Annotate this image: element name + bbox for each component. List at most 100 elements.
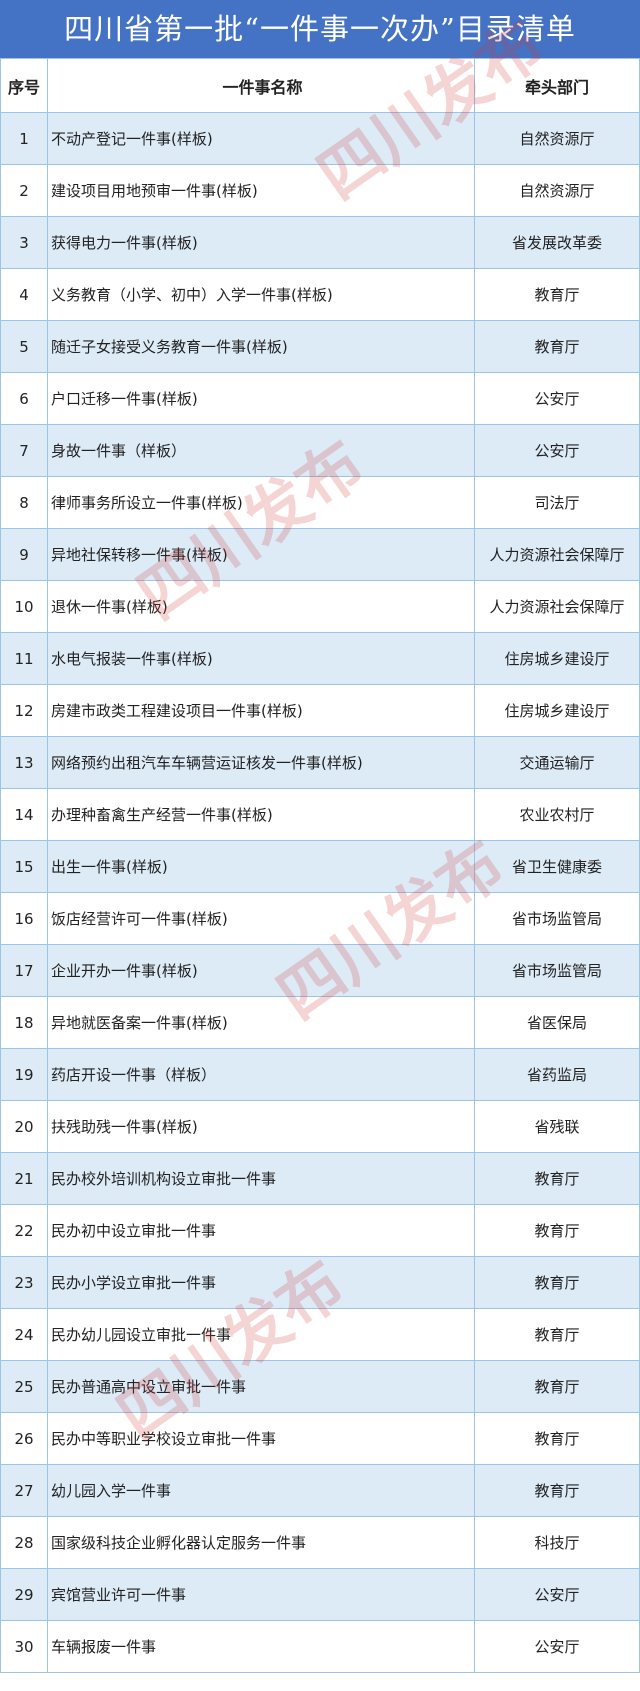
row-name: 获得电力一件事(样板) [47,216,475,269]
row-index: 17 [0,944,48,997]
row-department: 科技厅 [474,1516,640,1569]
table-row: 16 饭店经营许可一件事(样板) 省市场监管局 [0,892,640,945]
row-index: 18 [0,996,48,1049]
table-row: 3 获得电力一件事(样板) 省发展改革委 [0,216,640,269]
row-index: 1 [0,112,48,165]
row-name: 民办普通高中设立审批一件事 [47,1360,475,1413]
row-department: 省卫生健康委 [474,840,640,893]
row-index: 5 [0,320,48,373]
row-index: 30 [0,1620,48,1673]
table-row: 4 义务教育（小学、初中）入学一件事(样板) 教育厅 [0,268,640,321]
row-index: 20 [0,1100,48,1153]
row-department: 教育厅 [474,1152,640,1205]
table-row: 6 户口迁移一件事(样板) 公安厅 [0,372,640,425]
header-name: 一件事名称 [47,58,475,113]
row-department: 人力资源社会保障厅 [474,528,640,581]
row-index: 22 [0,1204,48,1257]
row-name: 水电气报装一件事(样板) [47,632,475,685]
row-name: 律师事务所设立一件事(样板) [47,476,475,529]
table-row: 1 不动产登记一件事(样板) 自然资源厅 [0,112,640,165]
row-department: 司法厅 [474,476,640,529]
row-department: 住房城乡建设厅 [474,684,640,737]
row-index: 27 [0,1464,48,1517]
table-row: 19 药店开设一件事（样板） 省药监局 [0,1048,640,1101]
row-name: 民办小学设立审批一件事 [47,1256,475,1309]
row-index: 6 [0,372,48,425]
row-index: 16 [0,892,48,945]
row-index: 23 [0,1256,48,1309]
row-name: 民办校外培训机构设立审批一件事 [47,1152,475,1205]
table-row: 10 退休一件事(样板) 人力资源社会保障厅 [0,580,640,633]
row-index: 9 [0,528,48,581]
row-index: 15 [0,840,48,893]
row-department: 教育厅 [474,1464,640,1517]
row-index: 21 [0,1152,48,1205]
table-row: 30 车辆报废一件事 公安厅 [0,1620,640,1673]
table-row: 27 幼儿园入学一件事 教育厅 [0,1464,640,1517]
row-name: 民办初中设立审批一件事 [47,1204,475,1257]
table-row: 20 扶残助残一件事(样板) 省残联 [0,1100,640,1153]
row-department: 公安厅 [474,1568,640,1621]
table-row: 25 民办普通高中设立审批一件事 教育厅 [0,1360,640,1413]
table-row: 18 异地就医备案一件事(样板) 省医保局 [0,996,640,1049]
row-index: 14 [0,788,48,841]
row-index: 2 [0,164,48,217]
row-department: 教育厅 [474,1256,640,1309]
row-department: 自然资源厅 [474,112,640,165]
catalog-table: 序号 一件事名称 牵头部门 1 不动产登记一件事(样板) 自然资源厅 2 建设项目用地预… [0,58,640,1673]
row-department: 人力资源社会保障厅 [474,580,640,633]
row-department: 教育厅 [474,1204,640,1257]
row-department: 省市场监管局 [474,892,640,945]
table-row: 2 建设项目用地预审一件事(样板) 自然资源厅 [0,164,640,217]
row-name: 身故一件事（样板） [47,424,475,477]
row-index: 19 [0,1048,48,1101]
row-name: 国家级科技企业孵化器认定服务一件事 [47,1516,475,1569]
row-department: 公安厅 [474,372,640,425]
row-name: 不动产登记一件事(样板) [47,112,475,165]
header-index: 序号 [0,58,48,113]
row-name: 车辆报废一件事 [47,1620,475,1673]
row-department: 教育厅 [474,1360,640,1413]
row-name: 饭店经营许可一件事(样板) [47,892,475,945]
row-index: 11 [0,632,48,685]
row-department: 教育厅 [474,1308,640,1361]
row-name: 宾馆营业许可一件事 [47,1568,475,1621]
table-row: 7 身故一件事（样板） 公安厅 [0,424,640,477]
table-row: 21 民办校外培训机构设立审批一件事 教育厅 [0,1152,640,1205]
row-name: 义务教育（小学、初中）入学一件事(样板) [47,268,475,321]
page-title: 四川省第一批“一件事一次办”目录清单 [0,0,640,58]
row-name: 异地就医备案一件事(样板) [47,996,475,1049]
table-row: 23 民办小学设立审批一件事 教育厅 [0,1256,640,1309]
row-department: 教育厅 [474,1412,640,1465]
table-row: 17 企业开办一件事(样板) 省市场监管局 [0,944,640,997]
row-index: 3 [0,216,48,269]
row-name: 户口迁移一件事(样板) [47,372,475,425]
header-department: 牵头部门 [474,58,640,113]
row-department: 公安厅 [474,424,640,477]
row-index: 26 [0,1412,48,1465]
row-name: 建设项目用地预审一件事(样板) [47,164,475,217]
row-name: 异地社保转移一件事(样板) [47,528,475,581]
row-department: 省发展改革委 [474,216,640,269]
table-row: 5 随迁子女接受义务教育一件事(样板) 教育厅 [0,320,640,373]
table-row: 22 民办初中设立审批一件事 教育厅 [0,1204,640,1257]
row-name: 出生一件事(样板) [47,840,475,893]
row-department: 教育厅 [474,268,640,321]
row-department: 交通运输厅 [474,736,640,789]
table-row: 11 水电气报装一件事(样板) 住房城乡建设厅 [0,632,640,685]
row-index: 8 [0,476,48,529]
row-name: 民办幼儿园设立审批一件事 [47,1308,475,1361]
row-name: 随迁子女接受义务教育一件事(样板) [47,320,475,373]
row-index: 13 [0,736,48,789]
row-name: 办理种畜禽生产经营一件事(样板) [47,788,475,841]
row-name: 幼儿园入学一件事 [47,1464,475,1517]
row-department: 省药监局 [474,1048,640,1101]
row-index: 25 [0,1360,48,1413]
table-row: 28 国家级科技企业孵化器认定服务一件事 科技厅 [0,1516,640,1569]
row-index: 4 [0,268,48,321]
table-row: 12 房建市政类工程建设项目一件事(样板) 住房城乡建设厅 [0,684,640,737]
table-row: 14 办理种畜禽生产经营一件事(样板) 农业农村厅 [0,788,640,841]
table-row: 8 律师事务所设立一件事(样板) 司法厅 [0,476,640,529]
table-row: 26 民办中等职业学校设立审批一件事 教育厅 [0,1412,640,1465]
row-index: 29 [0,1568,48,1621]
